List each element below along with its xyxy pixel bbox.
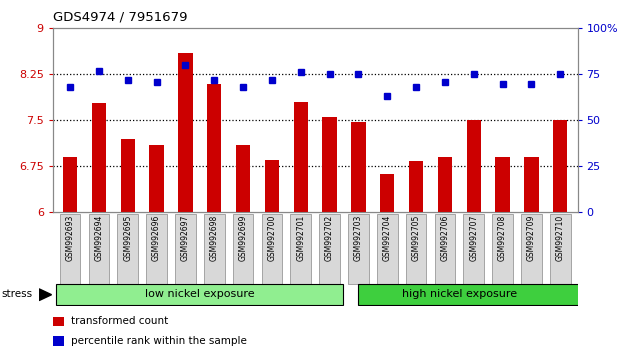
Bar [53,316,65,326]
Text: GSM992694: GSM992694 [94,215,104,261]
Text: GSM992705: GSM992705 [412,215,420,261]
Bar [92,103,106,212]
Text: GSM992695: GSM992695 [123,215,132,261]
Bar [351,121,366,212]
Bar [524,157,538,212]
Text: GSM992709: GSM992709 [527,215,536,261]
FancyBboxPatch shape [56,284,343,305]
FancyBboxPatch shape [146,214,167,284]
FancyBboxPatch shape [261,214,283,284]
Bar [553,120,568,212]
FancyBboxPatch shape [89,214,109,284]
FancyBboxPatch shape [319,214,340,284]
Text: high nickel exposure: high nickel exposure [402,289,517,299]
Text: GSM992701: GSM992701 [296,215,306,261]
Bar [265,160,279,212]
Bar [150,145,164,212]
Text: low nickel exposure: low nickel exposure [145,289,255,299]
FancyBboxPatch shape [117,214,138,284]
FancyBboxPatch shape [358,284,602,305]
FancyBboxPatch shape [435,214,455,284]
Bar [236,145,250,212]
Bar [438,157,452,212]
Text: percentile rank within the sample: percentile rank within the sample [71,336,247,346]
Text: GSM992707: GSM992707 [469,215,478,261]
Text: GSM992710: GSM992710 [556,215,564,261]
Bar [120,139,135,212]
Text: stress: stress [2,289,33,299]
FancyBboxPatch shape [521,214,542,284]
FancyBboxPatch shape [550,214,571,284]
Text: GSM992697: GSM992697 [181,215,190,261]
FancyBboxPatch shape [377,214,397,284]
Bar [466,120,481,212]
FancyBboxPatch shape [175,214,196,284]
FancyBboxPatch shape [233,214,253,284]
FancyBboxPatch shape [204,214,225,284]
Bar [207,84,222,212]
Bar [178,53,193,212]
Bar [322,117,337,212]
Text: transformed count: transformed count [71,316,168,326]
FancyBboxPatch shape [291,214,311,284]
Text: GSM992706: GSM992706 [440,215,450,261]
Bar [409,161,424,212]
FancyBboxPatch shape [348,214,369,284]
Text: GSM992698: GSM992698 [210,215,219,261]
Text: GSM992696: GSM992696 [152,215,161,261]
Polygon shape [39,289,52,301]
Bar [380,175,394,212]
FancyBboxPatch shape [463,214,484,284]
Text: GSM992693: GSM992693 [66,215,75,261]
Bar [53,336,65,346]
FancyBboxPatch shape [60,214,81,284]
FancyBboxPatch shape [406,214,427,284]
Text: GSM992708: GSM992708 [498,215,507,261]
Bar [496,157,510,212]
Bar [63,157,77,212]
Text: GSM992699: GSM992699 [238,215,248,261]
Text: GSM992703: GSM992703 [354,215,363,261]
Text: GSM992704: GSM992704 [383,215,392,261]
FancyBboxPatch shape [492,214,513,284]
Text: GSM992700: GSM992700 [268,215,276,261]
Text: GDS4974 / 7951679: GDS4974 / 7951679 [53,11,188,24]
Text: GSM992702: GSM992702 [325,215,334,261]
Bar [294,102,308,212]
